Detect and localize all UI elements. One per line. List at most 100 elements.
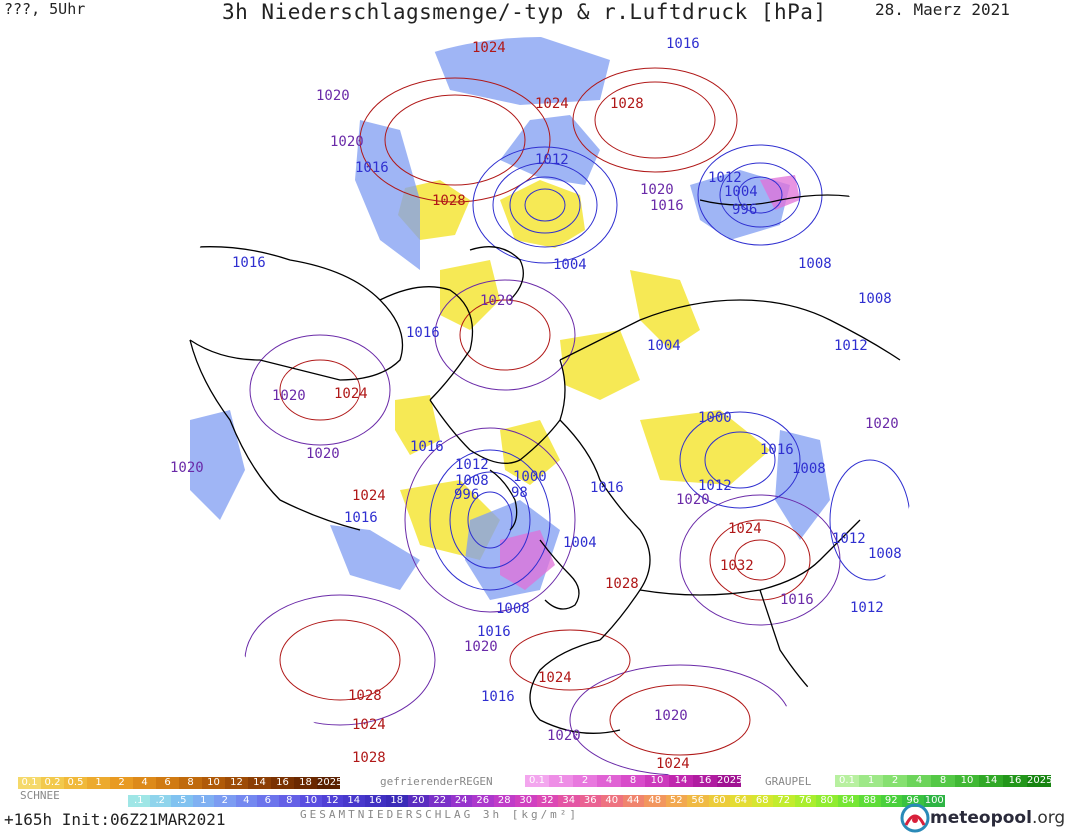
legend-total-swatch: 14 [343, 795, 365, 807]
coastline [469, 246, 524, 301]
pressure-label: 1016 [344, 510, 378, 526]
legend-snow-swatch: 6 [156, 777, 179, 789]
legend-total-scale: .1.2.5 1 2 4 6 8 10 12 14 16 18 20 22 24 26 28 30 32 34 36 4… [128, 795, 945, 807]
isobar-contour [472, 146, 618, 264]
legend-total-swatch: 64 [730, 795, 752, 807]
precip-patch-rain-yellow [500, 180, 585, 248]
pressure-label: 1020 [330, 134, 364, 150]
legend-total-swatch: 16 [364, 795, 386, 807]
legend-rain-title: gefrierenderREGEN [380, 775, 493, 788]
legend-total-swatch: 44 [622, 795, 644, 807]
precip-patch-snow-blue [430, 37, 610, 105]
legend-total-swatch: 76 [794, 795, 816, 807]
pressure-label: 1024 [352, 488, 386, 504]
precip-patch-freezing-pink [500, 530, 555, 590]
legend-snow-swatch: 18 [294, 777, 317, 789]
legend-graupel-swatch: 8 [931, 775, 955, 787]
legend-rain-swatch: 4 [597, 775, 621, 787]
pressure-label: 1016 [481, 689, 515, 705]
coastline [539, 539, 580, 610]
isobar-contour [449, 471, 531, 569]
legend-total-swatch: 8 [278, 795, 300, 807]
legend-total-swatch: .1 [128, 795, 150, 807]
isobar-contour [572, 67, 738, 173]
coastline-layer [169, 194, 911, 734]
legend-total-swatch: 36 [579, 795, 601, 807]
legend-snow-swatch: 2 [110, 777, 133, 789]
precip-patch-rain-yellow [395, 395, 440, 455]
isobar-contour [404, 427, 576, 613]
pressure-label: 1012 [850, 600, 884, 616]
pressure-label: 1016 [666, 36, 700, 52]
isobar-contour [467, 491, 513, 549]
pressure-label: 1024 [538, 670, 572, 686]
coastline [489, 469, 518, 531]
pressure-label: 1000 [513, 469, 547, 485]
coastline [639, 519, 861, 596]
legend-snow-swatch: 12 [225, 777, 248, 789]
pressure-label: 1016 [590, 480, 624, 496]
legend-total-swatch: 56 [687, 795, 709, 807]
legend-rain-swatch: 16 [693, 775, 717, 787]
logo-tld: .org [1031, 808, 1066, 828]
isobar-contour [594, 81, 716, 159]
legend-rain-swatch: 2025+ [717, 775, 741, 787]
legend-total-swatch: 4 [235, 795, 257, 807]
pressure-label: 1028 [348, 688, 382, 704]
pressure-label: 1016 [760, 442, 794, 458]
pressure-label: 1028 [610, 96, 644, 112]
pressure-label: 1020 [640, 182, 674, 198]
pressure-label: 1016 [232, 255, 266, 271]
isobar-contour [719, 162, 801, 228]
legend-snow-swatch: 2025+ [317, 777, 340, 789]
legend-graupel-swatch: 2025+ [1027, 775, 1051, 787]
pressure-label: 1016 [780, 592, 814, 608]
pressure-label: 996 [454, 487, 479, 503]
meteopool-logo[interactable]: meteopool.org [900, 803, 1065, 833]
isobar-contour [279, 619, 401, 701]
isobar-contour [434, 279, 576, 391]
pressure-label: 1008 [798, 256, 832, 272]
legend-total-swatch: 1 [192, 795, 214, 807]
legend-snow-swatch: 0.1 [18, 777, 41, 789]
pressure-label: 1012 [535, 152, 569, 168]
precip-patch-snow-blue [330, 525, 420, 590]
meteopool-logo-icon [900, 803, 930, 833]
pressure-label: 1004 [563, 535, 597, 551]
legend-total-swatch: 24 [450, 795, 472, 807]
pressure-label: 1020 [170, 460, 204, 476]
pressure-label: 1004 [553, 257, 587, 273]
logo-wordmark: meteopool.org [930, 808, 1065, 828]
legend-total-swatch: 100 [923, 795, 945, 807]
legend-total-title: GESAMTNIEDERSCHLAG 3h [kg/m²] [300, 808, 580, 821]
legend-total-swatch: 84 [837, 795, 859, 807]
isobar-contour [384, 94, 526, 186]
legend-graupel-swatch: 14 [979, 775, 1003, 787]
legend-total-swatch: 32 [536, 795, 558, 807]
pressure-label: 1032 [720, 558, 754, 574]
legend-snow-swatch: 16 [271, 777, 294, 789]
isobar-contour [709, 519, 811, 601]
legend-total-swatch: 6 [257, 795, 279, 807]
legend-rain-swatch: 14 [669, 775, 693, 787]
legend-total-swatch: 26 [472, 795, 494, 807]
legend-total-swatch: 52 [665, 795, 687, 807]
pressure-label: 1024 [472, 40, 506, 56]
legend-snow-swatch: 4 [133, 777, 156, 789]
legend-total-swatch: 40 [601, 795, 623, 807]
precip-patch-freezing-pink [760, 175, 800, 210]
pressure-label: 1028 [605, 576, 639, 592]
legend-total-swatch: 12 [321, 795, 343, 807]
legend-total-swatch: .5 [171, 795, 193, 807]
pressure-label: 1016 [410, 439, 444, 455]
isobar-contour [509, 176, 581, 234]
precip-patch-snow-blue [775, 430, 830, 540]
pressure-label: 1020 [272, 388, 306, 404]
isobar-contour [704, 431, 776, 489]
pressure-label: 1008 [455, 473, 489, 489]
pressure-label: 1020 [676, 492, 710, 508]
pressure-label: 1020 [316, 88, 350, 104]
